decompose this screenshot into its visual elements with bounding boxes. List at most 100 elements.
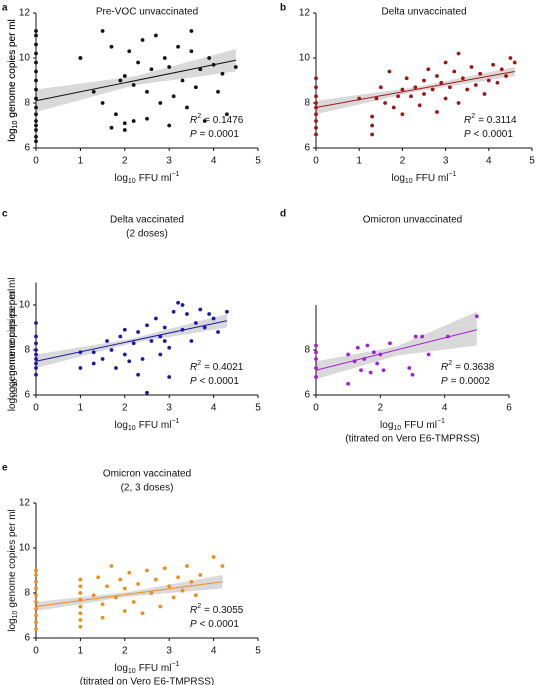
data-point bbox=[100, 357, 105, 361]
data-point bbox=[153, 316, 158, 321]
data-point bbox=[171, 595, 176, 600]
data-point bbox=[91, 361, 96, 366]
data-point bbox=[413, 85, 418, 90]
x-axis-label-part: FFU ml bbox=[139, 173, 172, 184]
data-point bbox=[167, 345, 172, 350]
data-point bbox=[34, 372, 38, 377]
data-point bbox=[381, 368, 386, 373]
data-point bbox=[162, 566, 167, 571]
x-tick-label: 5 bbox=[255, 646, 261, 657]
data-point bbox=[374, 96, 379, 101]
data-point bbox=[404, 76, 409, 81]
data-point bbox=[435, 74, 439, 78]
x-tick-label: 4 bbox=[211, 646, 217, 657]
y-axis-label: log10genome copies per ml bbox=[7, 289, 20, 412]
data-point bbox=[149, 339, 154, 343]
data-point bbox=[167, 375, 172, 379]
data-point bbox=[105, 584, 109, 589]
p-value-part: P bbox=[464, 129, 471, 140]
data-point bbox=[140, 611, 145, 616]
data-point bbox=[118, 78, 123, 83]
x-tick-label: 0 bbox=[33, 403, 39, 414]
data-point bbox=[478, 71, 483, 76]
data-point bbox=[118, 334, 123, 339]
r-squared-part: 2 bbox=[197, 113, 201, 120]
data-point bbox=[34, 366, 38, 370]
data-point bbox=[314, 366, 318, 370]
panel-title: Pre-VOC unvaccinated bbox=[96, 7, 198, 18]
r-squared-part: = 0.4021 bbox=[204, 362, 244, 373]
x-axis-label-part: −1 bbox=[171, 171, 179, 178]
data-point bbox=[365, 343, 370, 348]
data-point bbox=[314, 85, 318, 90]
x-tick-label: 5 bbox=[529, 156, 535, 167]
data-point bbox=[109, 125, 114, 130]
data-point bbox=[109, 348, 114, 352]
y-axis-label-part: 10 bbox=[12, 379, 19, 387]
p-value-part: P bbox=[190, 376, 197, 387]
data-point bbox=[400, 112, 405, 117]
y-tick-label: 6 bbox=[304, 143, 310, 154]
y-tick-label: 8 bbox=[304, 98, 310, 109]
data-point bbox=[34, 620, 38, 625]
data-point bbox=[430, 87, 435, 92]
data-point bbox=[211, 555, 216, 559]
data-point bbox=[122, 609, 127, 613]
data-point bbox=[396, 94, 400, 99]
x-axis-label: log10 FFU ml−1 bbox=[380, 418, 445, 432]
p-value-part: = 0.0001 bbox=[200, 129, 240, 140]
confidence-band bbox=[316, 67, 515, 115]
data-point bbox=[314, 101, 318, 105]
r-squared: R2 = 0.3055 bbox=[190, 603, 244, 615]
x-axis-note: (titrated on Vero E6-TMPRSS) bbox=[345, 434, 480, 445]
x-axis-label-part: FFU ml bbox=[139, 420, 172, 431]
data-point bbox=[460, 76, 465, 81]
x-tick-label: 2 bbox=[400, 156, 406, 167]
x-tick-label: 2 bbox=[122, 646, 128, 657]
data-point bbox=[122, 121, 127, 126]
data-point bbox=[91, 593, 96, 598]
y-tick-label: 12 bbox=[19, 8, 31, 19]
data-point bbox=[162, 339, 167, 343]
data-point bbox=[409, 94, 413, 99]
data-point bbox=[34, 33, 38, 38]
data-point bbox=[216, 89, 220, 94]
p-value: P < 0.0001 bbox=[190, 619, 239, 630]
data-point bbox=[185, 312, 189, 316]
data-point bbox=[34, 613, 38, 618]
data-point bbox=[167, 584, 172, 589]
data-point bbox=[145, 323, 149, 328]
x-axis-label-part: 10 bbox=[128, 178, 136, 185]
x-axis-label-part: log bbox=[392, 173, 405, 184]
data-point bbox=[375, 361, 380, 366]
data-point bbox=[314, 76, 318, 81]
y-tick-label: 6 bbox=[24, 390, 30, 401]
panel-title: Delta vaccinated bbox=[110, 215, 184, 226]
data-point bbox=[34, 334, 38, 339]
data-point bbox=[131, 341, 136, 346]
data-point bbox=[34, 321, 38, 325]
data-point bbox=[162, 325, 167, 330]
x-axis-label-part: log bbox=[380, 420, 393, 431]
data-point bbox=[114, 595, 118, 600]
data-point bbox=[78, 604, 83, 609]
data-point bbox=[136, 582, 141, 586]
data-point bbox=[34, 341, 38, 346]
p-value: P = 0.0002 bbox=[441, 376, 490, 387]
data-point bbox=[225, 112, 229, 117]
y-tick-label: 10 bbox=[19, 53, 31, 64]
y-axis-label: log10genome copies per ml bbox=[7, 19, 20, 142]
y-axis-label: log10genome copies per ml bbox=[7, 509, 20, 632]
x-axis-note: (titrated on Vero E6-TMPRSS) bbox=[80, 677, 215, 685]
data-point bbox=[448, 85, 452, 90]
y-axis-label-part: genome copies per ml bbox=[7, 289, 18, 387]
data-point bbox=[225, 309, 229, 314]
y-axis-label-part: 10 bbox=[12, 121, 19, 129]
data-point bbox=[34, 568, 38, 573]
y-axis-label-part: log bbox=[7, 128, 18, 141]
data-point bbox=[185, 105, 189, 110]
x-axis-label-part: 10 bbox=[393, 425, 401, 432]
data-point bbox=[136, 330, 141, 334]
x-axis-label: log10 FFU ml−1 bbox=[392, 171, 457, 185]
